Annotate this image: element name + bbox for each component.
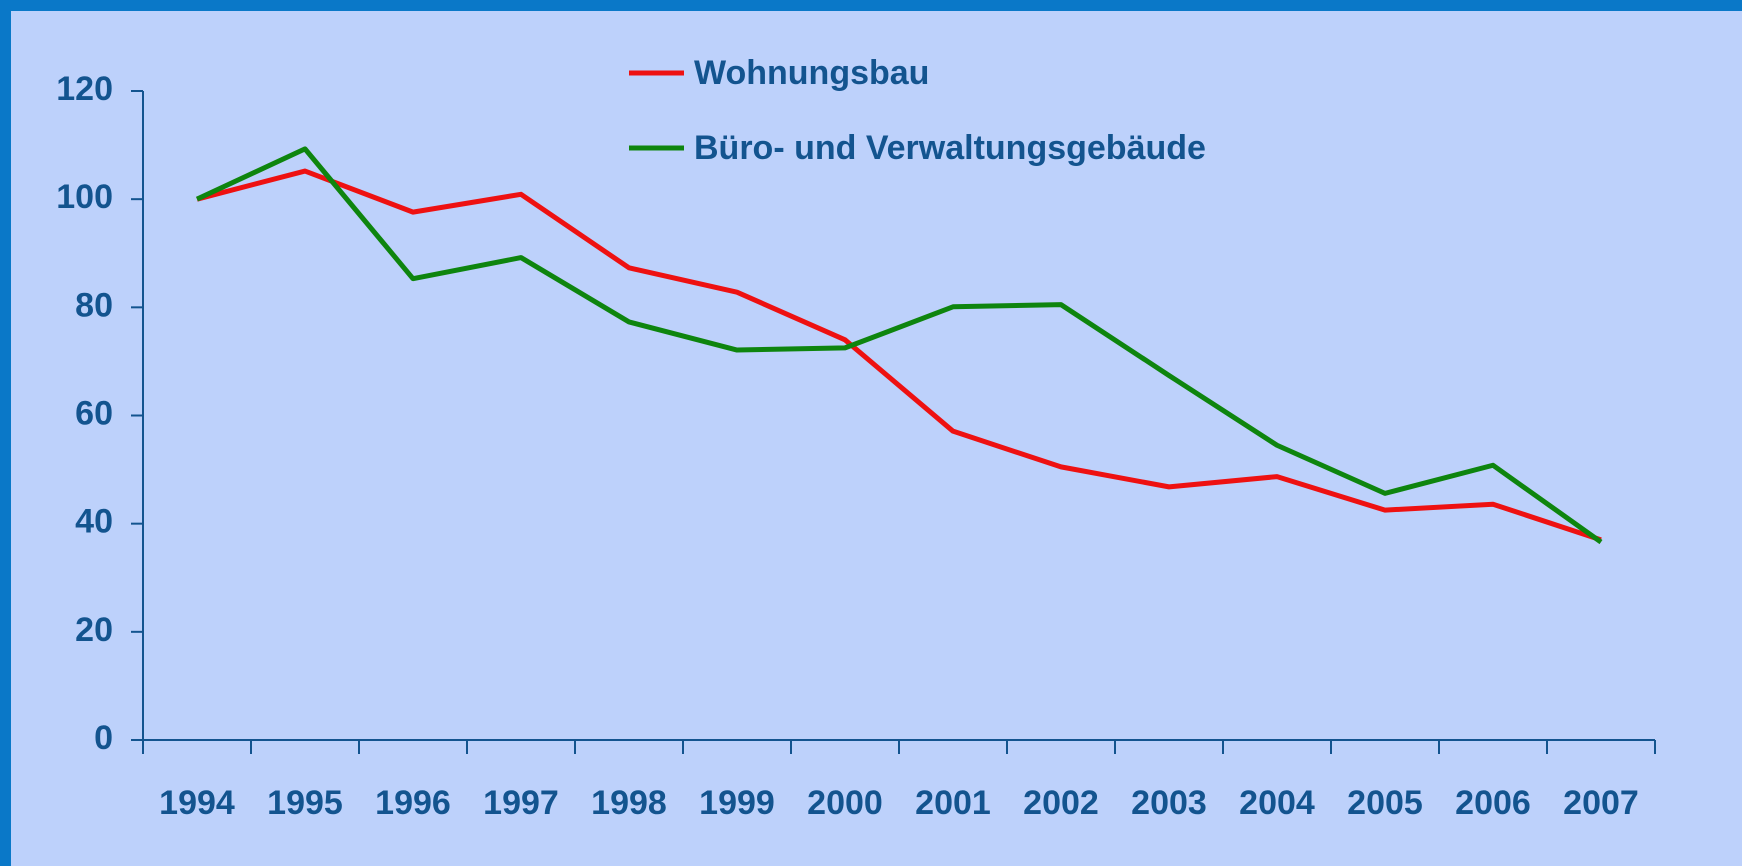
series-line [195, 146, 1603, 545]
legend-label: Büro- und Verwaltungsgebäude [694, 129, 1206, 167]
x-tick-label: 1994 [159, 784, 235, 822]
x-tick-label: 2002 [1023, 784, 1099, 822]
y-tick-label: 120 [56, 70, 113, 108]
y-tick-label: 80 [75, 286, 113, 324]
y-tick-label: 0 [94, 719, 113, 757]
x-tick-label: 2000 [807, 784, 883, 822]
x-tick-label: 1998 [591, 784, 667, 822]
y-tick-label: 100 [56, 178, 113, 216]
y-tick-label: 40 [75, 503, 113, 541]
x-tick-label: 1997 [483, 784, 559, 822]
x-tick-label: 2006 [1455, 784, 1531, 822]
series-line [196, 168, 1602, 543]
x-tick-label: 2005 [1347, 784, 1423, 822]
x-tick-label: 2007 [1563, 784, 1639, 822]
y-tick-label: 20 [75, 611, 113, 649]
x-tick-label: 1996 [375, 784, 451, 822]
legend-label: Wohnungsbau [694, 54, 929, 92]
x-tick-label: 2001 [915, 784, 991, 822]
x-tick-label: 1995 [267, 784, 343, 822]
x-tick-label: 2004 [1239, 784, 1315, 822]
x-tick-label: 2003 [1131, 784, 1207, 822]
y-tick-label: 60 [75, 394, 113, 432]
x-tick-label: 1999 [699, 784, 775, 822]
